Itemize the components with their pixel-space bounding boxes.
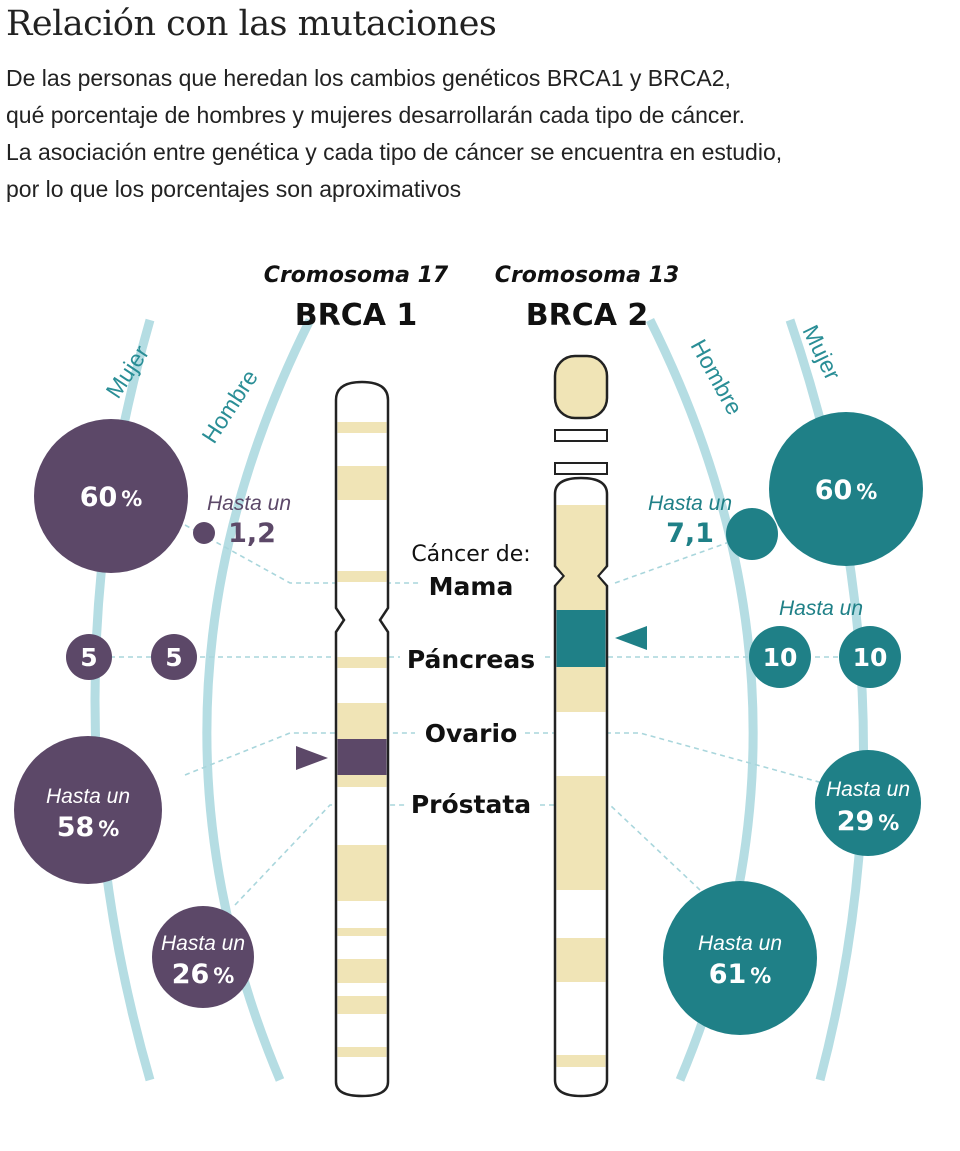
brca2-mama-mujer: 60% xyxy=(769,412,923,566)
subtitle-line: La asociación entre genética y cada tipo… xyxy=(6,139,783,165)
svg-text:10: 10 xyxy=(763,643,798,672)
cancer-pancreas: Páncreas xyxy=(407,645,535,674)
brca2-marker-arrow xyxy=(615,626,647,650)
svg-text:Hasta un: Hasta un xyxy=(207,492,291,515)
svg-text:60%: 60% xyxy=(815,475,878,506)
chromosome-17 xyxy=(334,380,390,1098)
brca1-ovario-mujer: Hasta un 58% xyxy=(14,736,162,884)
svg-text:Hasta un: Hasta un xyxy=(46,785,130,808)
cancer-ovario: Ovario xyxy=(425,719,518,748)
brca2-label: BRCA 2 xyxy=(526,298,649,333)
brca1-label: BRCA 1 xyxy=(295,298,418,333)
svg-text:5: 5 xyxy=(165,643,182,672)
brca2-pancreas-hasta: Hasta un xyxy=(779,597,863,620)
svg-text:Hasta un: Hasta un xyxy=(161,932,245,955)
cancer-mama: Mama xyxy=(429,572,514,601)
brca2-prostata-hombre: Hasta un 61% xyxy=(663,881,817,1035)
page-title: Relación con las mutaciones xyxy=(6,4,497,44)
svg-text:7,1: 7,1 xyxy=(666,518,714,549)
svg-text:Hasta un: Hasta un xyxy=(698,932,782,955)
brca1-prostata-hombre: Hasta un 26% xyxy=(152,906,254,1008)
brca1-pancreas-hombre: 5 xyxy=(151,634,197,680)
subtitle: De las personas que heredan los cambios … xyxy=(6,60,906,208)
subtitle-line: por lo que los porcentajes son aproximat… xyxy=(6,176,462,202)
brca1-mama-hombre: Hasta un 1,2 xyxy=(193,492,291,549)
chromosome-17-label: Cromosoma 17 xyxy=(264,263,449,288)
arc-label-hombre-left: Hombre xyxy=(196,365,262,448)
brca1-mama-mujer: 60% xyxy=(34,419,188,573)
subtitle-line: De las personas que heredan los cambios … xyxy=(6,65,731,91)
svg-text:58%: 58% xyxy=(57,812,120,843)
brca1-gene-band xyxy=(337,739,387,775)
svg-text:29%: 29% xyxy=(837,806,900,837)
svg-text:26%: 26% xyxy=(172,959,235,990)
brca1-marker-arrow xyxy=(296,746,328,770)
chromosome-13-label: Cromosoma 13 xyxy=(495,263,679,288)
brca2-ovario-mujer: Hasta un 29% xyxy=(815,750,921,856)
brca2-pancreas-mujer: 10 xyxy=(839,626,901,688)
svg-text:60%: 60% xyxy=(80,482,143,513)
brca2-pancreas-hombre: 10 xyxy=(749,626,811,688)
subtitle-line: qué porcentaje de hombres y mujeres desa… xyxy=(6,102,745,128)
svg-text:61%: 61% xyxy=(709,959,772,990)
cancer-prostata: Próstata xyxy=(411,790,531,819)
arc-label-hombre-right: Hombre xyxy=(686,335,748,419)
svg-text:Hasta un: Hasta un xyxy=(648,492,732,515)
chromosome-13 xyxy=(553,354,609,1098)
cancer-heading: Cáncer de: xyxy=(411,542,530,567)
svg-text:Hasta un: Hasta un xyxy=(826,778,910,801)
svg-text:10: 10 xyxy=(853,643,888,672)
brca1-pancreas-mujer: 5 xyxy=(66,634,112,680)
brca2-gene-band xyxy=(556,610,606,667)
svg-text:5: 5 xyxy=(80,643,97,672)
svg-text:1,2: 1,2 xyxy=(228,518,276,549)
brca2-mama-hombre: Hasta un 7,1 xyxy=(648,492,778,560)
